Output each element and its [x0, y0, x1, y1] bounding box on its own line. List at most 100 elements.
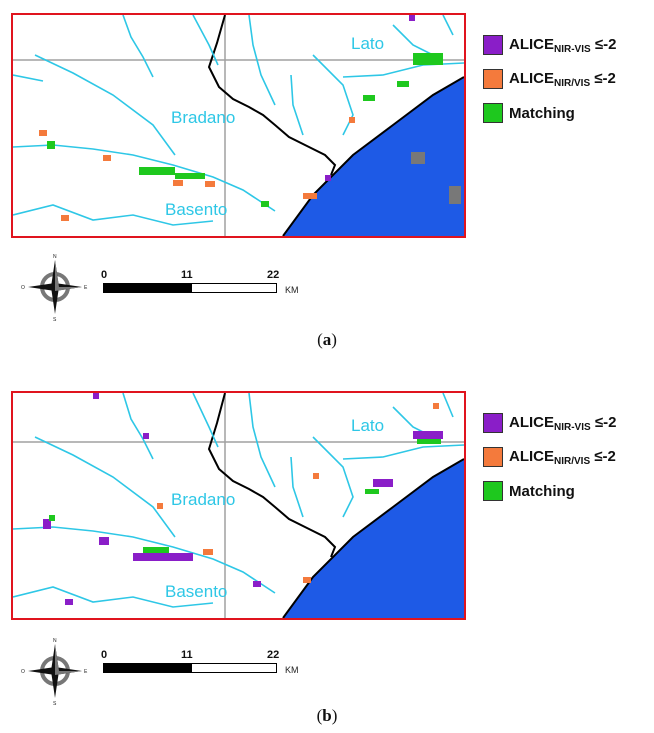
cloud-patch [449, 186, 461, 204]
river [122, 393, 154, 460]
river [192, 15, 219, 66]
legend-item: Matching [483, 474, 651, 508]
legend-swatch [483, 413, 503, 433]
label-bradano: Bradano [171, 108, 235, 127]
legend-swatch [483, 103, 503, 123]
river [342, 444, 464, 460]
nir-vis-ratio-pixel [433, 403, 439, 409]
nir-vis-difference-pixel [253, 581, 261, 587]
river [13, 144, 276, 212]
river [312, 436, 354, 518]
legend-label: Matching [509, 104, 575, 122]
rivers [13, 15, 464, 226]
scale-tick: 0 [101, 649, 108, 661]
legend-item: Matching [483, 96, 651, 130]
scale-tick: 22 [267, 269, 280, 281]
river [312, 54, 354, 136]
nir-vis-difference-pixel [93, 393, 99, 399]
detections [39, 15, 443, 221]
compass-rose-icon: N S E O [20, 252, 90, 323]
nir-vis-ratio-pixel [203, 549, 213, 555]
compass-e: E [84, 669, 88, 675]
legend-swatch [483, 35, 503, 55]
river [34, 54, 176, 156]
matching-pixel [365, 489, 379, 494]
label-lato: Lato [351, 416, 384, 435]
river [122, 15, 154, 78]
compass-s: S [53, 701, 57, 706]
legend-swatch [483, 481, 503, 501]
matching-pixel [175, 173, 205, 179]
legend-label: ALICENIR-VIS ≤-2 [509, 35, 617, 55]
compass-rose-icon: N S E O [20, 636, 90, 707]
compass-w: O [21, 669, 25, 675]
nir-vis-ratio-pixel [303, 193, 317, 199]
legend-label: ALICENIR/VIS ≤-2 [509, 447, 616, 467]
legend-label: ALICENIR-VIS ≤-2 [509, 413, 617, 433]
scale-unit: KM [285, 665, 299, 675]
legend-item: ALICENIR/VIS ≤-2 [483, 62, 651, 96]
river [290, 456, 304, 518]
river [13, 586, 214, 608]
legend-item: ALICENIR/VIS ≤-2 [483, 440, 651, 474]
legend-item: ALICENIR-VIS ≤-2 [483, 28, 651, 62]
nir-vis-difference-pixel [373, 479, 393, 487]
compass-e: E [84, 285, 88, 291]
compass-n: N [53, 254, 57, 260]
scale-bar: 0 11 22 KM [101, 649, 299, 689]
caption-a: (a) [317, 330, 337, 349]
nir-vis-ratio-pixel [349, 117, 355, 123]
matching-pixel [143, 547, 169, 553]
label-lato: Lato [351, 34, 384, 53]
admin-boundary [207, 393, 337, 558]
admin-boundary [207, 15, 337, 176]
matching-pixel [49, 515, 55, 521]
legend-label: Matching [509, 482, 575, 500]
scale-tick: 22 [267, 649, 280, 661]
nir-vis-ratio-pixel [303, 577, 311, 583]
river [192, 393, 219, 448]
label-bradano: Bradano [171, 490, 235, 509]
matching-pixel [417, 439, 441, 444]
nir-vis-difference-pixel [325, 175, 331, 181]
river [442, 393, 454, 418]
legend-swatch [483, 69, 503, 89]
detections [43, 393, 443, 605]
panel-b: Lato Bradano Basento ALICENIR-VIS ≤-2 AL… [0, 374, 654, 733]
compass-w: O [21, 285, 25, 291]
compass-n: N [53, 638, 57, 644]
coastline [282, 458, 464, 618]
scale-bar: 0 11 22 KM [101, 269, 299, 309]
river [392, 24, 434, 56]
map-svg: Lato Bradano Basento [13, 15, 464, 236]
nir-vis-ratio-pixel [205, 181, 215, 187]
matching-pixel [139, 167, 175, 175]
nir-vis-ratio-pixel [173, 180, 183, 186]
river [290, 74, 304, 136]
river [342, 62, 464, 78]
scale-segment [103, 663, 191, 673]
map-frame: Lato Bradano Basento [11, 13, 466, 238]
river [13, 74, 44, 82]
river [13, 526, 276, 594]
matching-pixel [261, 201, 269, 207]
legend-label: ALICENIR/VIS ≤-2 [509, 69, 616, 89]
matching-pixel [47, 141, 55, 149]
coastline [282, 76, 464, 236]
cloud-patch [411, 152, 425, 164]
river [442, 15, 454, 36]
nir-vis-ratio-pixel [61, 215, 69, 221]
nir-vis-difference-pixel [409, 15, 415, 21]
scale-tick: 11 [181, 269, 193, 281]
nir-vis-difference-pixel [413, 431, 443, 439]
nir-vis-difference-pixel [143, 433, 149, 439]
sea-area [283, 459, 464, 618]
map-svg: Lato Bradano Basento [13, 393, 464, 618]
nir-vis-ratio-pixel [157, 503, 163, 509]
nir-vis-ratio-pixel [313, 473, 319, 479]
scale-segment [191, 663, 277, 673]
river [248, 393, 276, 488]
caption-b: (b) [316, 706, 338, 725]
scale-segment [191, 283, 277, 293]
rivers [13, 393, 464, 608]
